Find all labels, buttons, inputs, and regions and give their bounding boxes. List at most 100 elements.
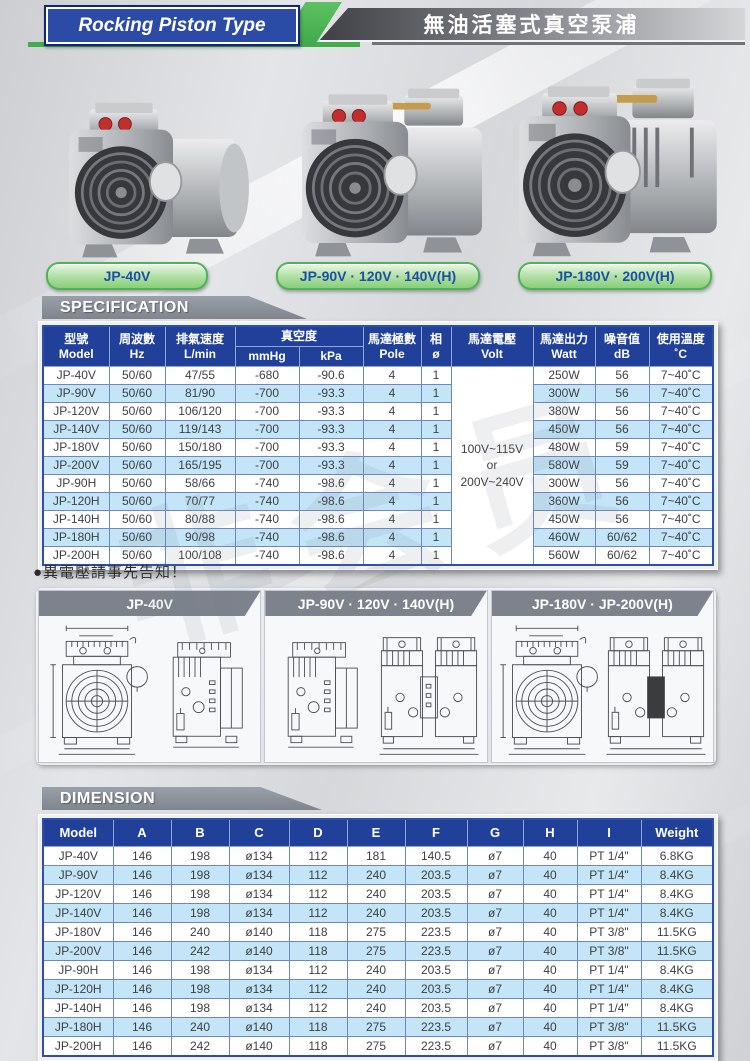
dim-cell: ø7 [466,1017,524,1037]
spec-cell: 50/60 [108,438,166,457]
spec-cell: 450W [532,420,596,439]
col-watt: 馬達出力 Watt [532,325,596,367]
dim-cell: PT 1/4" [576,903,642,923]
col-volt: 馬達電壓 Volt [450,325,534,367]
dim-cell: 112 [288,998,348,1018]
spec-cell: 1 [420,528,452,547]
col-db: 噪音值 dB [594,325,650,367]
dim-row-JP-140V: JP-140V 146 198 ø134 112 240 203.5 ø7 40 PT 1/4" 8… [42,903,714,923]
spec-cell: -93.3 [298,438,364,457]
dim-cell: 146 [112,865,172,885]
page-title: 無油活塞式真空泵浦 [423,14,640,37]
spec-cell: 90/98 [164,528,236,547]
dim-cell: 275 [346,1017,406,1037]
dim-cell: PT 1/4" [576,998,642,1018]
spec-cell: 4 [362,546,422,566]
dim-cell: JP-140H [42,998,114,1018]
spec-cell: 100/108 [164,546,236,566]
spec-row-JP-180V: JP-180V 50/60 150/180 -700 -93.3 4 1 480W 59 7~40… [42,438,714,457]
dim-row-JP-180V: JP-180V 146 240 ø140 118 275 223.5 ø7 40 PT 3/8" 1… [42,922,714,942]
dim-cell: 223.5 [404,1017,468,1037]
dim-cell: 198 [170,865,230,885]
spec-cell: -93.3 [298,402,364,421]
dim-cell: 198 [170,998,230,1018]
voltage-note: ●異電壓請事先告知！ [33,564,188,581]
spec-cell: -740 [234,546,300,566]
dim-cell: ø7 [466,998,524,1018]
dim-cell: 146 [112,1017,172,1037]
spec-row-JP-40V: JP-40V 50/60 47/55 -680 -90.6 4 1 100V~115V or 20… [42,366,714,566]
col-kpa: kPa [298,346,364,367]
spec-cell: -740 [234,492,300,511]
spec-cell: 380W [532,402,596,421]
page-title-banner: 無油活塞式真空泵浦 [318,8,745,42]
spec-cell: -700 [234,456,300,475]
dim-cell: JP-120V [42,884,114,904]
spec-cell: 59 [594,456,650,475]
col-pole: 馬達極數 Pole [362,325,422,367]
dim-cell: 8.4KG [640,960,714,980]
dim-cell: 203.5 [404,903,468,923]
spec-cell: 7~40˚C [648,492,714,511]
spec-row-JP-140V: JP-140V 50/60 119/143 -700 -93.3 4 1 450W 56 7~40… [42,420,714,439]
dim-cell: 8.4KG [640,865,714,885]
spec-cell: 4 [362,438,422,457]
product-label-jp-180v-200v: JP-180V · 200V(H) [518,262,712,290]
spec-cell: 80/88 [164,510,236,529]
dim-cell: ø140 [228,922,290,942]
dim-cell: 240 [346,979,406,999]
spec-cell: 4 [362,366,422,385]
dim-cell: 40 [522,998,578,1018]
spec-cell: 59 [594,438,650,457]
dim-cell: 40 [522,979,578,999]
spec-header-row-2: mmHg kPa [43,346,713,367]
spec-cell: 50/60 [108,546,166,566]
dim-cell: 40 [522,903,578,923]
spec-cell: -740 [234,510,300,529]
product-label-jp-40v: JP-40V [46,262,208,290]
series-title-banner: Rocking Piston Type [44,5,300,46]
spec-cell: 7~40˚C [648,528,714,547]
spec-row-JP-140H: JP-140H 50/60 80/88 -740 -98.6 4 1 450W 56 7~40˚C [42,510,714,529]
dim-cell: ø134 [228,903,290,923]
dim-cell: JP-140V [42,903,114,923]
dim-cell: 112 [288,865,348,885]
dim-row-JP-40V: JP-40V 146 198 ø134 112 181 140.5 ø7 40 PT 1/4" 6.… [42,846,714,866]
dim-cell: 11.5KG [640,941,714,961]
dim-cell: ø140 [228,1017,290,1037]
spec-cell: 56 [594,366,650,385]
spec-cell: -700 [234,438,300,457]
dim-col-weight: Weight [640,818,714,847]
dim-cell: 203.5 [404,865,468,885]
spec-cell: 56 [594,492,650,511]
dim-cell: 6.8KG [640,846,714,866]
dim-cell: PT 1/4" [576,846,642,866]
spec-cell: 50/60 [108,510,166,529]
dim-cell: 118 [288,941,348,961]
dim-cell: 118 [288,1017,348,1037]
dim-cell: 240 [346,903,406,923]
drawing-panel-jp-40v: JP-40V [38,590,262,763]
spec-cell: 300W [532,384,596,403]
dim-cell: 146 [112,903,172,923]
spec-cell: 7~40˚C [648,474,714,493]
dim-row-JP-120V: JP-120V 146 198 ø134 112 240 203.5 ø7 40 PT 1/4" 8… [42,884,714,904]
spec-cell: -700 [234,402,300,421]
line-drawing-side-view [288,642,359,748]
dim-cell: PT 3/8" [576,1036,642,1057]
spec-cell: 56 [594,384,650,403]
spec-cell: -98.6 [298,492,364,511]
col-model: 型號 Model [42,325,110,367]
dim-cell: 146 [112,979,172,999]
dim-cell: 203.5 [404,979,468,999]
dim-cell: 112 [288,979,348,999]
spec-cell: 50/60 [108,474,166,493]
dim-cell: 223.5 [404,922,468,942]
dim-cell: 275 [346,1036,406,1057]
dim-cell: 11.5KG [640,1036,714,1057]
spec-cell: 1 [420,384,452,403]
dim-cell: ø134 [228,884,290,904]
spec-cell: 1 [420,474,452,493]
